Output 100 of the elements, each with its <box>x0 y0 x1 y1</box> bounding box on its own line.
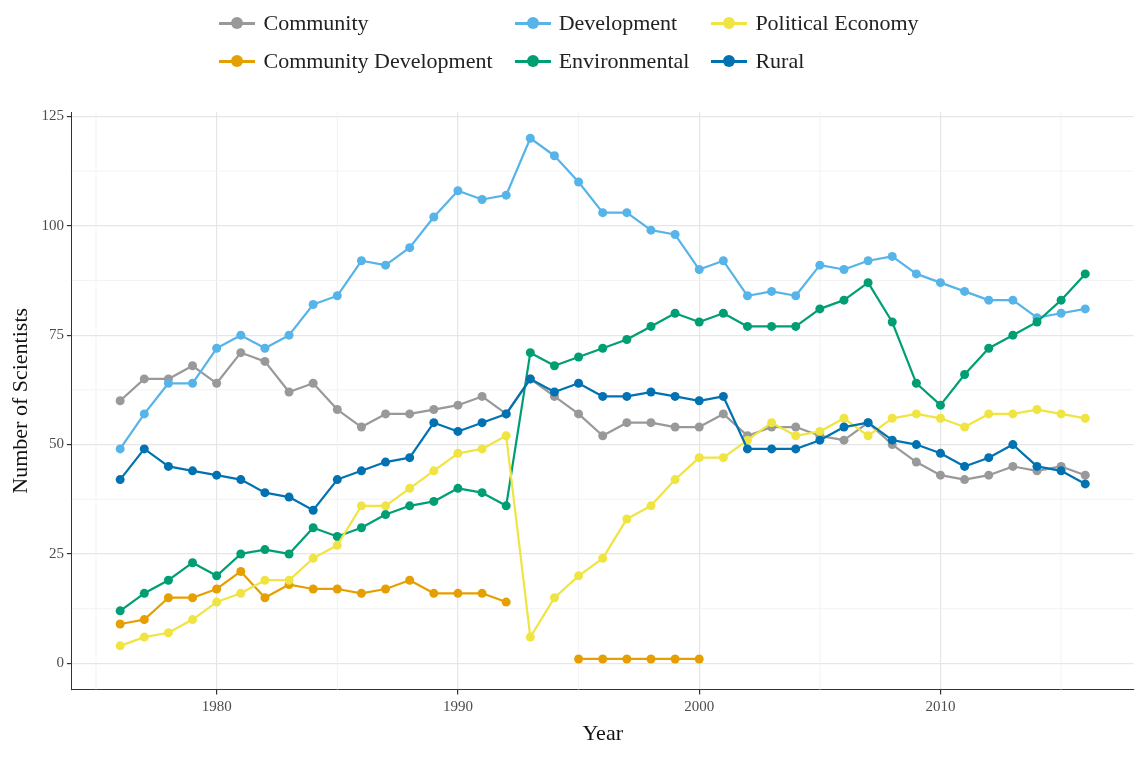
point <box>574 409 584 419</box>
point <box>477 195 487 205</box>
point <box>212 378 222 388</box>
point <box>501 190 511 200</box>
point <box>911 409 921 419</box>
point <box>236 588 246 598</box>
point <box>863 431 873 441</box>
point <box>139 409 149 419</box>
point <box>212 571 222 581</box>
point <box>1080 269 1090 279</box>
point <box>935 413 945 423</box>
point <box>791 422 801 432</box>
point <box>356 523 366 533</box>
point <box>670 230 680 240</box>
point <box>887 413 897 423</box>
point <box>791 444 801 454</box>
point <box>163 461 173 471</box>
point <box>791 291 801 301</box>
point <box>863 278 873 288</box>
point <box>236 348 246 358</box>
point <box>284 549 294 559</box>
point <box>236 566 246 576</box>
point <box>984 409 994 419</box>
point <box>163 593 173 603</box>
point <box>984 470 994 480</box>
point <box>670 475 680 485</box>
point <box>115 606 125 616</box>
point <box>163 378 173 388</box>
point <box>188 615 198 625</box>
point <box>284 575 294 585</box>
point <box>163 575 173 585</box>
point <box>670 308 680 318</box>
point <box>839 295 849 305</box>
point <box>525 133 535 143</box>
point <box>188 466 198 476</box>
point <box>1008 295 1018 305</box>
point <box>1080 304 1090 314</box>
x-tick-label: 1980 <box>201 697 232 714</box>
point <box>381 457 391 467</box>
point <box>622 208 632 218</box>
point <box>212 343 222 353</box>
point <box>911 457 921 467</box>
point <box>935 448 945 458</box>
point <box>574 571 584 581</box>
point <box>935 278 945 288</box>
point <box>815 435 825 445</box>
point <box>405 243 415 253</box>
point <box>767 286 777 296</box>
point <box>767 321 777 331</box>
point <box>501 597 511 607</box>
point <box>139 632 149 642</box>
point <box>815 426 825 436</box>
point <box>718 453 728 463</box>
point <box>887 251 897 261</box>
legend-label: Community Development <box>263 48 493 74</box>
point <box>477 418 487 428</box>
point <box>236 475 246 485</box>
point <box>718 308 728 318</box>
point <box>260 593 270 603</box>
point <box>839 265 849 275</box>
point <box>815 304 825 314</box>
point <box>839 422 849 432</box>
point <box>911 269 921 279</box>
point <box>260 575 270 585</box>
point <box>477 391 487 401</box>
point <box>501 501 511 511</box>
point <box>308 378 318 388</box>
point <box>694 396 704 406</box>
point <box>1056 295 1066 305</box>
point <box>115 619 125 629</box>
point <box>212 597 222 607</box>
point <box>453 483 463 493</box>
point <box>284 492 294 502</box>
point <box>911 378 921 388</box>
point <box>815 260 825 270</box>
point <box>984 343 994 353</box>
point <box>767 418 777 428</box>
point <box>332 475 342 485</box>
point <box>1032 405 1042 415</box>
point <box>429 212 439 222</box>
point <box>356 501 366 511</box>
point <box>308 505 318 515</box>
point <box>960 370 970 380</box>
point <box>574 654 584 664</box>
point <box>501 431 511 441</box>
point <box>574 177 584 187</box>
point <box>646 225 656 235</box>
point <box>694 654 704 664</box>
point <box>574 378 584 388</box>
point <box>960 475 970 485</box>
point <box>308 553 318 563</box>
point <box>332 291 342 301</box>
legend-label: Community <box>263 10 369 36</box>
point <box>429 466 439 476</box>
y-tick-label: 100 <box>41 216 64 233</box>
point <box>1032 461 1042 471</box>
point <box>260 545 270 555</box>
point <box>115 444 125 454</box>
point <box>887 317 897 327</box>
point <box>767 444 777 454</box>
